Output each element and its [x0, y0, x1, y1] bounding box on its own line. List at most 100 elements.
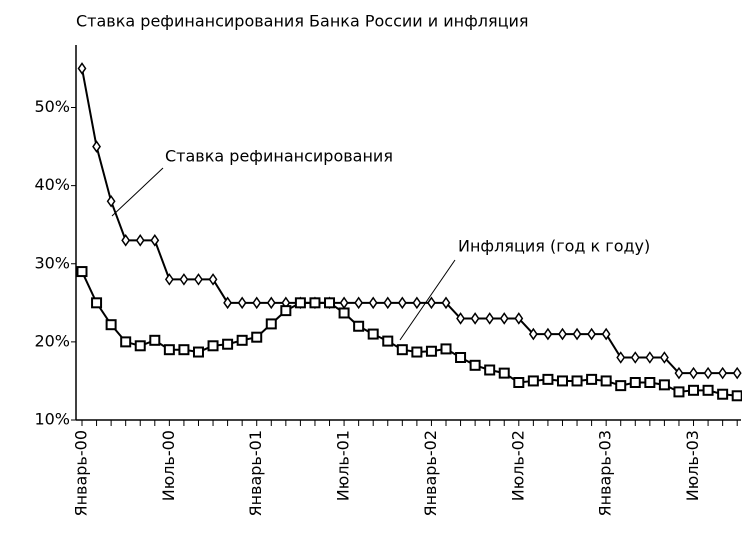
diamond-marker	[732, 366, 742, 380]
square-marker	[673, 386, 685, 398]
square-marker	[702, 384, 714, 396]
diamond-marker	[383, 296, 393, 310]
diamond-marker	[485, 312, 495, 325]
diamond-marker	[630, 351, 640, 364]
diamond-marker	[266, 296, 276, 310]
square-marker	[338, 307, 350, 319]
annotation: Инфляция (год к году)	[458, 237, 650, 256]
square-marker	[440, 343, 452, 355]
square-marker	[484, 364, 496, 376]
x-tick-label: Июль-03	[683, 430, 702, 501]
square-marker	[105, 319, 117, 331]
diamond-marker	[223, 296, 233, 310]
diamond-marker	[121, 234, 131, 247]
square-marker	[717, 388, 729, 400]
square-marker	[586, 373, 598, 385]
diamond-marker	[252, 296, 262, 310]
diamond-marker	[92, 140, 101, 153]
diamond-marker	[718, 366, 728, 380]
diamond-marker	[164, 273, 174, 286]
square-marker	[134, 340, 146, 352]
square-marker	[280, 305, 292, 317]
diamond-marker	[601, 327, 611, 341]
square-marker	[469, 359, 481, 371]
square-marker	[688, 384, 700, 396]
y-tick-label: 10%	[34, 410, 70, 429]
square-marker	[396, 344, 408, 356]
chart-title: Ставка рефинансирования Банка России и и…	[76, 12, 529, 31]
square-marker	[600, 375, 612, 387]
diamond-marker	[397, 296, 407, 310]
series-line	[81, 271, 738, 397]
x-tick-label: Июль-00	[159, 430, 178, 501]
square-marker	[367, 328, 379, 340]
square-marker	[644, 377, 656, 388]
series-line	[81, 68, 738, 375]
diamond-marker	[179, 273, 189, 286]
x-tick-label: Январь-03	[596, 430, 615, 517]
diamond-marker	[572, 327, 582, 341]
square-marker	[76, 266, 88, 278]
diamond-marker	[674, 366, 684, 380]
square-marker	[91, 297, 103, 309]
square-marker	[455, 352, 467, 363]
square-marker	[513, 377, 525, 388]
x-tick-label: Июль-02	[508, 430, 527, 501]
diamond-marker	[441, 296, 451, 310]
diamond-marker	[543, 327, 553, 341]
square-marker	[222, 338, 234, 350]
y-tick-label: 40%	[34, 175, 70, 194]
square-marker	[615, 380, 627, 392]
square-marker	[658, 379, 670, 391]
square-marker	[309, 297, 321, 309]
diamond-marker	[135, 234, 145, 247]
y-tick-label: 50%	[34, 97, 70, 116]
diamond-marker	[689, 366, 698, 380]
diamond-marker	[528, 327, 538, 341]
x-tick-label: Июль-01	[334, 430, 353, 501]
square-marker	[353, 320, 365, 332]
annotation: Ставка рефинансирования	[165, 147, 393, 166]
square-marker	[120, 336, 132, 348]
diamond-marker	[616, 351, 626, 364]
square-marker	[324, 297, 336, 309]
square-marker	[542, 373, 554, 385]
y-tick-label: 30%	[34, 253, 70, 272]
diamond-marker	[703, 366, 713, 380]
diamond-marker	[558, 327, 567, 341]
square-marker	[411, 346, 423, 358]
diamond-marker	[77, 62, 87, 75]
diamond-marker	[645, 351, 655, 364]
diamond-marker	[354, 296, 364, 310]
diamond-marker	[106, 194, 116, 208]
square-marker	[265, 318, 277, 330]
diamond-marker	[194, 273, 203, 286]
square-marker	[178, 344, 190, 356]
square-marker	[207, 340, 219, 352]
square-marker	[192, 346, 204, 358]
diamond-marker	[470, 312, 480, 325]
x-tick-label: Январь-00	[72, 430, 91, 517]
square-marker	[556, 375, 568, 387]
diamond-marker	[412, 296, 422, 310]
leader-line	[111, 167, 164, 217]
diamond-marker	[150, 234, 160, 247]
square-marker	[149, 334, 161, 346]
x-tick-label: Январь-02	[421, 430, 440, 517]
square-marker	[425, 345, 437, 357]
square-marker	[382, 335, 394, 347]
diamond-marker	[514, 312, 524, 325]
square-marker	[629, 377, 641, 388]
square-marker	[294, 297, 306, 309]
square-marker	[731, 390, 742, 402]
diamond-marker	[659, 351, 669, 364]
diamond-marker	[456, 312, 465, 325]
diamond-marker	[587, 327, 597, 341]
y-tick-label: 20%	[34, 331, 70, 350]
diamond-marker	[368, 296, 378, 310]
diamond-marker	[339, 296, 349, 310]
x-tick-label: Январь-01	[246, 430, 265, 517]
diamond-marker	[499, 312, 509, 325]
leader-line	[399, 259, 456, 341]
